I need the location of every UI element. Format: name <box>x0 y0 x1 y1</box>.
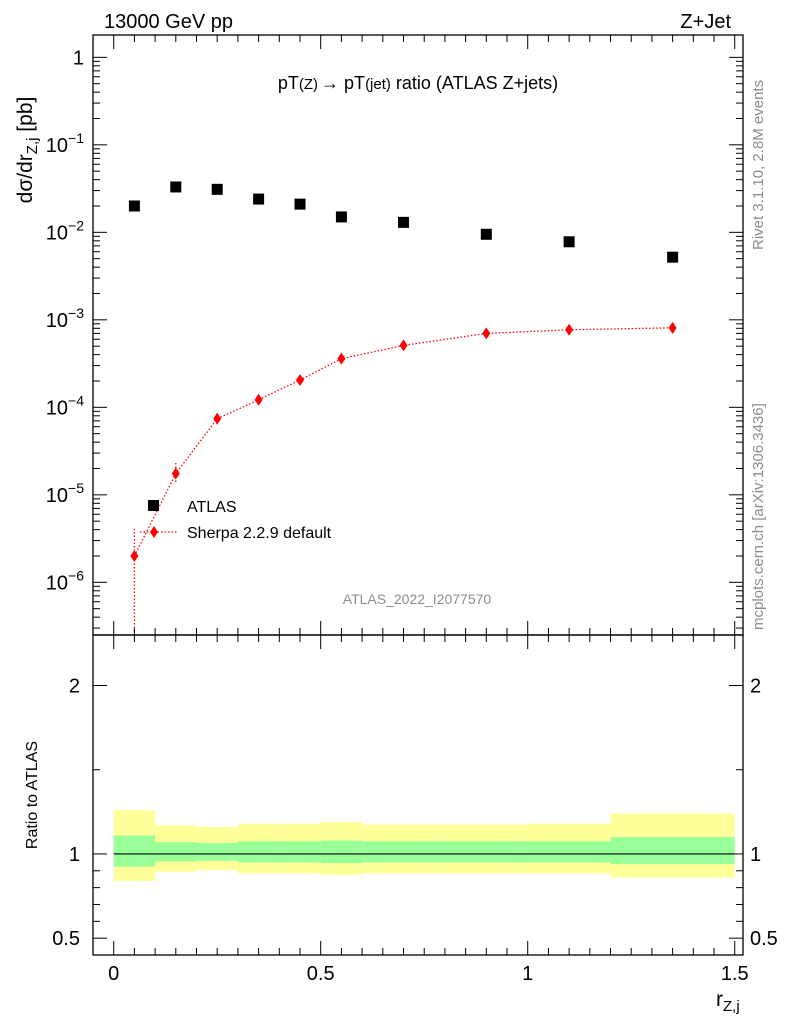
atlas-point <box>253 193 265 205</box>
main-y-tick-label: 1 <box>73 47 84 69</box>
stat-uncertainty-band <box>279 841 321 863</box>
sherpa-point <box>482 327 491 340</box>
ratio-tick-labels: 2 2 1 1 0.5 0.5 0 0.5 1 1.5 <box>52 676 778 985</box>
x-tick-label: 1.5 <box>721 963 749 985</box>
stat-uncertainty-band <box>320 840 363 864</box>
sherpa-point <box>254 393 263 406</box>
ratio-y-tick-label-right: 1 <box>750 844 761 866</box>
stat-uncertainty-band <box>155 842 197 862</box>
atlas-point <box>480 228 492 240</box>
x-axis-label: rZ,j <box>716 988 740 1015</box>
atlas-point <box>398 216 410 228</box>
main-y-tick-label: 10−5 <box>46 480 84 507</box>
ratio-y-tick-label-right: 2 <box>750 676 761 698</box>
x-tick-label: 0 <box>108 963 119 985</box>
stat-uncertainty-band <box>610 837 735 865</box>
ratio-ticks <box>93 635 743 956</box>
stat-uncertainty-band <box>362 841 445 863</box>
main-y-axis-label: dσ/drZ,j [pb] <box>14 97 41 204</box>
main-y-tick-label: 10−1 <box>46 130 84 157</box>
legend-sherpa-label: Sherpa 2.2.9 default <box>187 525 332 542</box>
atlas-point <box>170 181 182 193</box>
ratio-y-tick-label-left: 2 <box>69 676 80 698</box>
ratio-data-layer <box>113 810 735 881</box>
main-y-tick-label: 10−6 <box>46 567 84 594</box>
sherpa-point <box>668 321 677 334</box>
chart-title: pT(Z) → pT(jet) ratio (ATLAS Z+jets) <box>278 73 558 93</box>
stat-uncertainty-band <box>196 843 238 861</box>
ratio-frame <box>92 634 744 956</box>
atlas-point <box>563 236 575 248</box>
main-ticks <box>93 35 743 635</box>
legend-atlas-marker <box>148 500 159 511</box>
sherpa-series-line <box>133 327 673 557</box>
legend: ATLAS Sherpa 2.2.9 default <box>140 499 332 542</box>
atlas-point <box>335 211 347 223</box>
ratio-y-tick-label-left: 1 <box>69 844 80 866</box>
sherpa-point <box>337 352 346 365</box>
process-label: Z+Jet <box>680 11 731 33</box>
rivet-version-label: Rivet 3.1.10, 2.8M events <box>750 80 767 250</box>
stat-uncertainty-band <box>527 841 611 863</box>
ratio-y-axis-label: Ratio to ATLAS <box>24 741 41 849</box>
stat-uncertainty-band <box>444 841 528 863</box>
sherpa-point <box>130 549 139 562</box>
sherpa-point <box>171 467 180 480</box>
collision-energy-label: 13000 GeV pp <box>104 11 233 33</box>
stat-uncertainty-band <box>237 841 280 863</box>
main-y-tick-labels: 1 10−1 10−2 10−3 10−4 10−5 10−6 <box>46 47 84 594</box>
stat-uncertainty-band <box>113 835 156 867</box>
x-tick-label: 1 <box>522 963 533 985</box>
mcplots-reference-label: mcplots.cern.ch [arXiv:1306.3436] <box>750 403 767 630</box>
main-y-tick-label: 10−3 <box>46 305 84 332</box>
atlas-point <box>211 183 223 195</box>
sherpa-point <box>565 323 574 336</box>
main-y-tick-label: 10−2 <box>46 217 84 244</box>
sherpa-point <box>399 339 408 352</box>
main-panel: 1 10−1 10−2 10−3 10−4 10−5 10−6 pT(Z) → pT(jet)… <box>14 34 744 636</box>
analysis-id-label: ATLAS_2022_I2077570 <box>343 591 492 607</box>
atlas-point <box>128 200 140 212</box>
ratio-y-tick-label-right: 0.5 <box>750 928 778 950</box>
main-data-layer <box>128 181 679 635</box>
main-frame <box>92 34 744 636</box>
ratio-y-tick-label-left: 0.5 <box>52 928 80 950</box>
sherpa-point <box>213 412 222 425</box>
x-tick-label: 0.5 <box>307 963 335 985</box>
sherpa-point <box>296 374 305 387</box>
atlas-point <box>667 251 679 263</box>
ratio-panel: 2 2 1 1 0.5 0.5 0 0.5 1 1.5 Ratio to ATLAS rZ,j <box>24 634 778 1015</box>
atlas-point <box>294 198 306 210</box>
legend-atlas-label: ATLAS <box>187 499 237 516</box>
legend-sherpa-marker <box>150 526 158 538</box>
main-y-tick-label: 10−4 <box>46 392 84 419</box>
